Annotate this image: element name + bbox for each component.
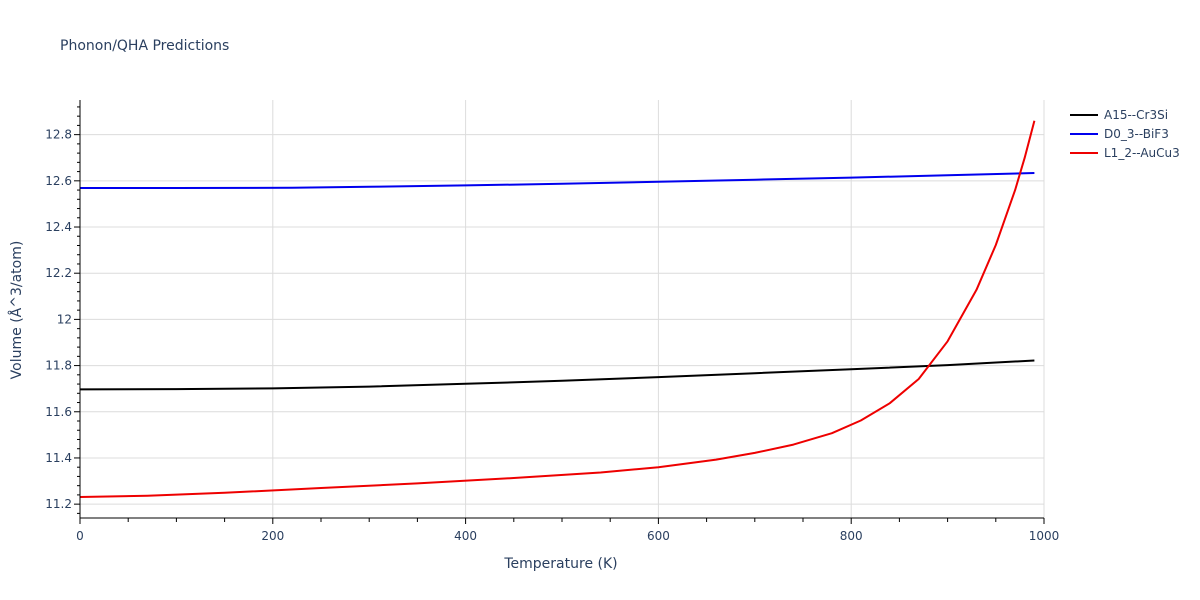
series-layer [79, 120, 1036, 498]
y-tick-label: 12.8 [45, 128, 72, 142]
x-tick-label: 1000 [1029, 529, 1060, 543]
y-tick-label: 11.2 [45, 497, 72, 511]
series-line-1 [79, 359, 1035, 391]
x-tick-label: 0 [76, 529, 84, 543]
axis-layer [74, 100, 1045, 524]
legend-item[interactable]: L1_2--AuCu3 [1070, 146, 1180, 160]
x-tick-label: 800 [840, 529, 863, 543]
legend-label: L1_2--AuCu3 [1104, 146, 1180, 160]
y-tick-label: 12.4 [45, 220, 72, 234]
series-line-3 [79, 120, 1036, 498]
y-tick-label: 11.4 [45, 451, 72, 465]
x-tick-label: 200 [261, 529, 284, 543]
y-tick-label: 11.8 [45, 359, 72, 373]
y-tick-label: 12.2 [45, 266, 72, 280]
legend-label: D0_3--BiF3 [1104, 127, 1169, 141]
legend-label: A15--Cr3Si [1104, 108, 1168, 122]
x-axis-label: Temperature (K) [503, 556, 617, 572]
legend[interactable]: A15--Cr3Si D0_3--BiF3 L1_2--AuCu3 [1070, 108, 1180, 160]
x-tick-label: 600 [647, 529, 670, 543]
legend-item[interactable]: D0_3--BiF3 [1070, 127, 1169, 141]
legend-item[interactable]: A15--Cr3Si [1070, 108, 1168, 122]
y-tick-label: 12.6 [45, 174, 72, 188]
tick-label-layer: 0 200 400 600 800 1000 11.2 11.4 11.6 11.8 12 12.2 1… [45, 128, 1059, 543]
y-tick-label: 12 [57, 312, 72, 326]
y-axis-label: Volume (Å^3/atom) [8, 241, 25, 380]
x-tick-label: 400 [454, 529, 477, 543]
series-line-2 [80, 172, 1035, 189]
chart-title: Phonon/QHA Predictions [60, 38, 229, 54]
grid-layer [80, 100, 1045, 518]
y-tick-label: 11.6 [45, 405, 72, 419]
